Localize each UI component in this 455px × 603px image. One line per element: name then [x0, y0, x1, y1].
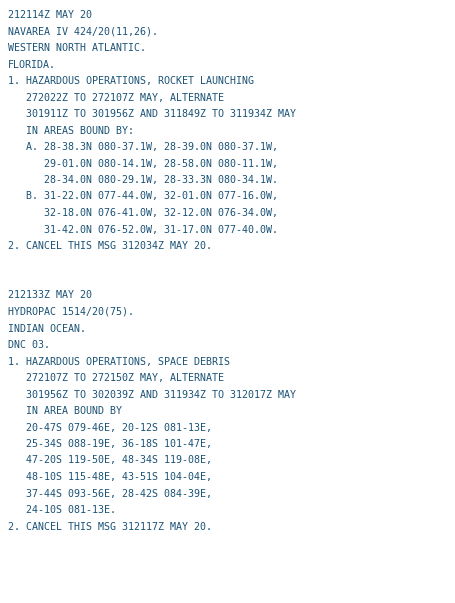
Text: 1. HAZARDOUS OPERATIONS, ROCKET LAUNCHING: 1. HAZARDOUS OPERATIONS, ROCKET LAUNCHIN…	[8, 76, 254, 86]
Text: 1. HAZARDOUS OPERATIONS, SPACE DEBRIS: 1. HAZARDOUS OPERATIONS, SPACE DEBRIS	[8, 356, 230, 367]
Text: B. 31-22.0N 077-44.0W, 32-01.0N 077-16.0W,: B. 31-22.0N 077-44.0W, 32-01.0N 077-16.0…	[8, 192, 278, 201]
Text: A. 28-38.3N 080-37.1W, 28-39.0N 080-37.1W,: A. 28-38.3N 080-37.1W, 28-39.0N 080-37.1…	[8, 142, 278, 152]
Text: 212114Z MAY 20: 212114Z MAY 20	[8, 10, 92, 20]
Text: 24-10S 081-13E.: 24-10S 081-13E.	[8, 505, 116, 515]
Text: INDIAN OCEAN.: INDIAN OCEAN.	[8, 323, 86, 333]
Text: 212133Z MAY 20: 212133Z MAY 20	[8, 291, 92, 300]
Text: 301956Z TO 302039Z AND 311934Z TO 312017Z MAY: 301956Z TO 302039Z AND 311934Z TO 312017…	[8, 390, 296, 400]
Text: 20-47S 079-46E, 20-12S 081-13E,: 20-47S 079-46E, 20-12S 081-13E,	[8, 423, 212, 432]
Text: WESTERN NORTH ATLANTIC.: WESTERN NORTH ATLANTIC.	[8, 43, 146, 53]
Text: DNC 03.: DNC 03.	[8, 340, 50, 350]
Text: NAVAREA IV 424/20(11,26).: NAVAREA IV 424/20(11,26).	[8, 27, 158, 37]
Text: IN AREAS BOUND BY:: IN AREAS BOUND BY:	[8, 125, 134, 136]
Text: 37-44S 093-56E, 28-42S 084-39E,: 37-44S 093-56E, 28-42S 084-39E,	[8, 488, 212, 499]
Text: 48-10S 115-48E, 43-51S 104-04E,: 48-10S 115-48E, 43-51S 104-04E,	[8, 472, 212, 482]
Text: 25-34S 088-19E, 36-18S 101-47E,: 25-34S 088-19E, 36-18S 101-47E,	[8, 439, 212, 449]
Text: 31-42.0N 076-52.0W, 31-17.0N 077-40.0W.: 31-42.0N 076-52.0W, 31-17.0N 077-40.0W.	[8, 224, 278, 235]
Text: 29-01.0N 080-14.1W, 28-58.0N 080-11.1W,: 29-01.0N 080-14.1W, 28-58.0N 080-11.1W,	[8, 159, 278, 168]
Text: 32-18.0N 076-41.0W, 32-12.0N 076-34.0W,: 32-18.0N 076-41.0W, 32-12.0N 076-34.0W,	[8, 208, 278, 218]
Text: 301911Z TO 301956Z AND 311849Z TO 311934Z MAY: 301911Z TO 301956Z AND 311849Z TO 311934…	[8, 109, 296, 119]
Text: HYDROPAC 1514/20(75).: HYDROPAC 1514/20(75).	[8, 307, 134, 317]
Text: 28-34.0N 080-29.1W, 28-33.3N 080-34.1W.: 28-34.0N 080-29.1W, 28-33.3N 080-34.1W.	[8, 175, 278, 185]
Text: 2. CANCEL THIS MSG 312117Z MAY 20.: 2. CANCEL THIS MSG 312117Z MAY 20.	[8, 522, 212, 531]
Text: 47-20S 119-50E, 48-34S 119-08E,: 47-20S 119-50E, 48-34S 119-08E,	[8, 455, 212, 466]
Text: 272022Z TO 272107Z MAY, ALTERNATE: 272022Z TO 272107Z MAY, ALTERNATE	[8, 92, 224, 103]
Text: 2. CANCEL THIS MSG 312034Z MAY 20.: 2. CANCEL THIS MSG 312034Z MAY 20.	[8, 241, 212, 251]
Text: 272107Z TO 272150Z MAY, ALTERNATE: 272107Z TO 272150Z MAY, ALTERNATE	[8, 373, 224, 383]
Text: FLORIDA.: FLORIDA.	[8, 60, 56, 69]
Text: IN AREA BOUND BY: IN AREA BOUND BY	[8, 406, 122, 416]
